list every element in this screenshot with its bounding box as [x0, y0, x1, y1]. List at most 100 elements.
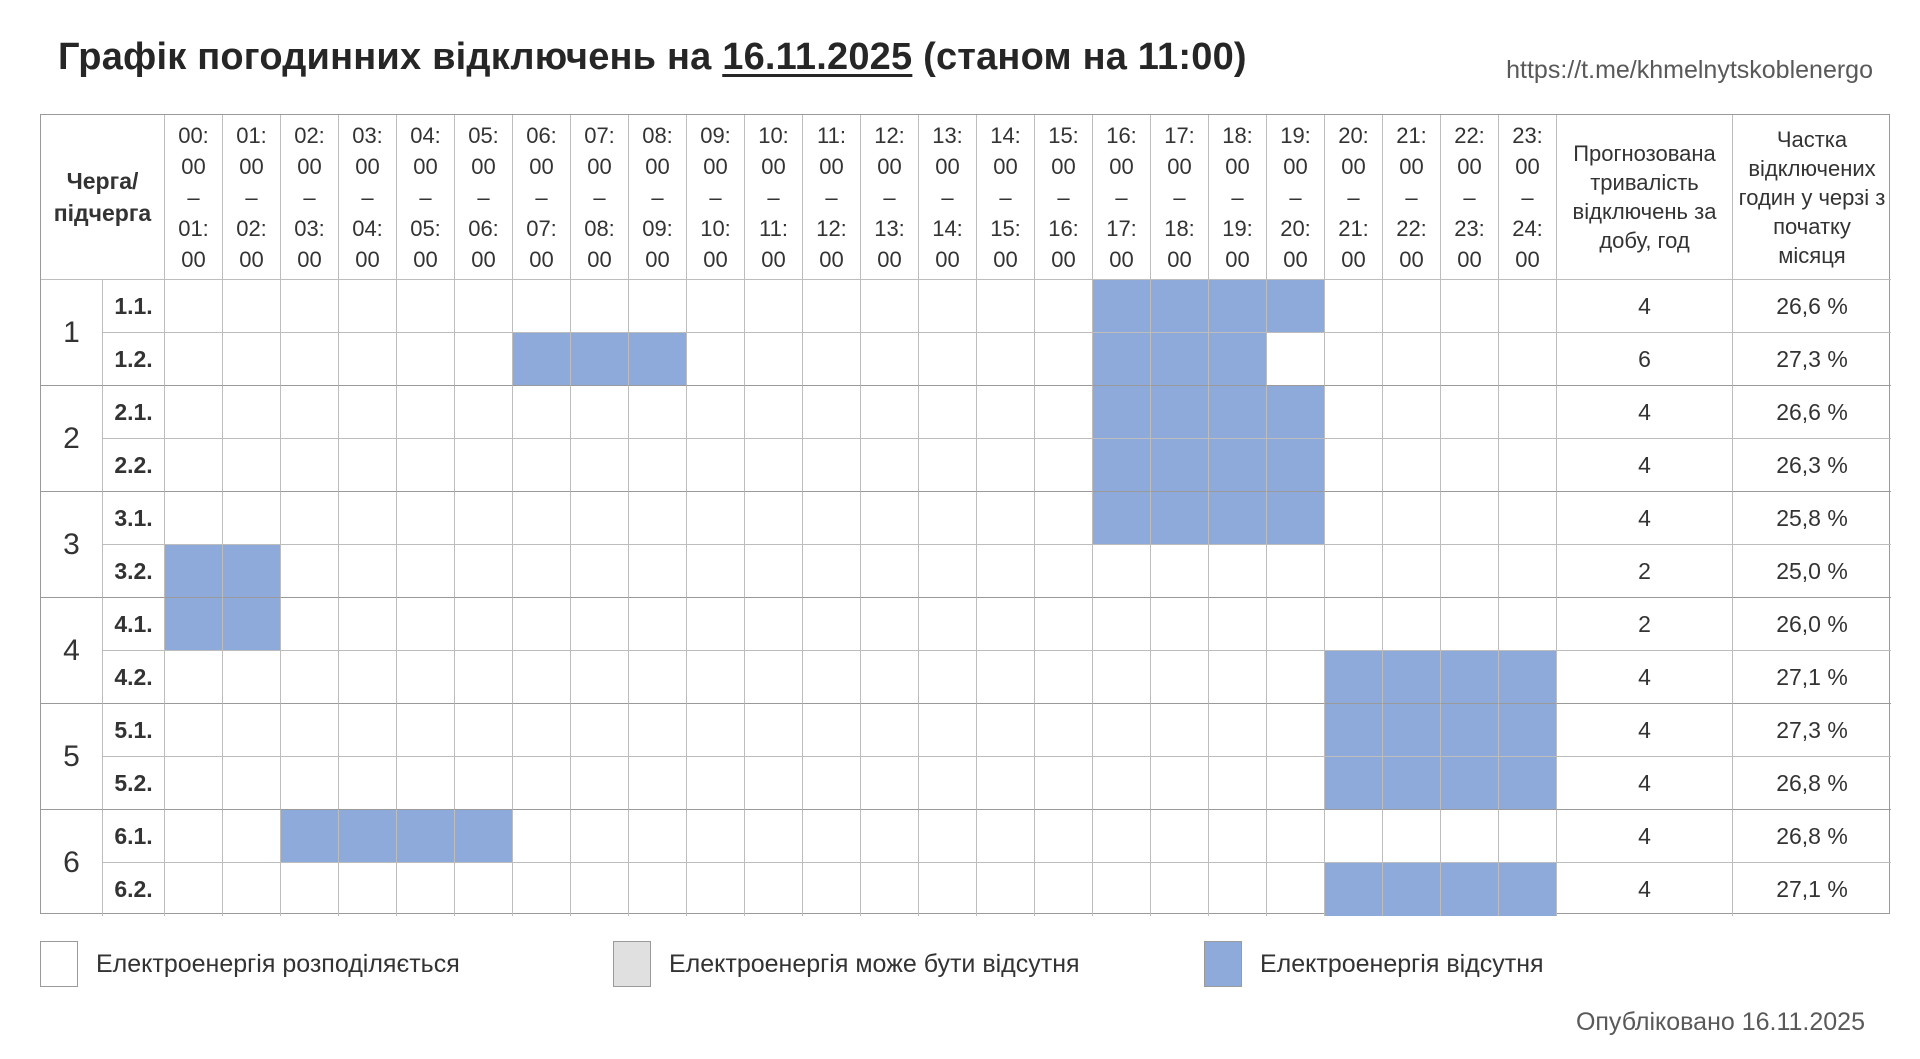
power-cell	[745, 598, 803, 651]
hour-dash: –	[1289, 184, 1302, 210]
power-cell	[803, 439, 861, 492]
power-cell	[629, 492, 687, 545]
power-cell	[339, 863, 397, 916]
outage-cell	[1325, 757, 1383, 810]
power-cell	[1499, 333, 1557, 386]
hour-part: 00	[1457, 246, 1482, 272]
legend-item-maybe: Електроенергія може бути відсутня	[613, 940, 1080, 988]
legend-swatch-maybe	[613, 941, 651, 987]
power-cell	[977, 439, 1035, 492]
power-cell	[803, 333, 861, 386]
power-cell	[803, 598, 861, 651]
hour-part: 00	[239, 246, 264, 272]
outage-cell	[165, 598, 223, 651]
power-cell	[1499, 386, 1557, 439]
power-cell	[339, 333, 397, 386]
title-date: 16.11.2025	[722, 36, 913, 78]
power-cell	[571, 651, 629, 704]
hour-header: 22: 00 – 23: 00	[1441, 115, 1499, 280]
outage-cell	[1325, 704, 1383, 757]
power-cell	[1499, 545, 1557, 598]
power-cell	[861, 492, 919, 545]
outage-cell	[1093, 280, 1151, 333]
outage-cell	[571, 333, 629, 386]
power-cell	[223, 492, 281, 545]
duration-text: 4	[1638, 876, 1651, 902]
share-value: 26,8 %	[1733, 757, 1891, 810]
power-cell	[1209, 651, 1267, 704]
duration-value: 4	[1557, 810, 1733, 863]
hour-part: 00	[355, 246, 380, 272]
outage-cell	[1499, 757, 1557, 810]
power-cell	[919, 704, 977, 757]
power-cell	[455, 386, 513, 439]
power-cell	[339, 386, 397, 439]
power-cell	[397, 333, 455, 386]
outage-cell	[455, 810, 513, 863]
hour-part: 00	[1167, 153, 1192, 179]
power-cell	[1209, 598, 1267, 651]
duration-text: 4	[1638, 451, 1651, 478]
power-cell	[339, 492, 397, 545]
share-text: 26,8 %	[1776, 769, 1848, 796]
power-cell	[223, 333, 281, 386]
power-cell	[977, 492, 1035, 545]
hour-part: 13:	[932, 122, 963, 148]
page-title: Графік погодинних відключень на 16.11.20…	[58, 36, 1247, 79]
share-value: 25,0 %	[1733, 545, 1891, 598]
power-cell	[861, 386, 919, 439]
power-cell	[1035, 863, 1093, 916]
outage-cell	[1267, 439, 1325, 492]
hour-part: 07:	[584, 122, 615, 148]
hour-part: 09:	[700, 122, 731, 148]
power-cell	[1093, 598, 1151, 651]
power-cell	[1035, 545, 1093, 598]
outage-cell	[1093, 333, 1151, 386]
hour-part: 00	[877, 246, 902, 272]
hour-part: 00	[297, 153, 322, 179]
hour-part: 00	[935, 246, 960, 272]
power-cell	[861, 863, 919, 916]
outage-cell	[1093, 492, 1151, 545]
hour-part: 20:	[1280, 215, 1311, 241]
power-cell	[1383, 280, 1441, 333]
power-cell	[513, 280, 571, 333]
hour-part: 00	[645, 153, 670, 179]
power-cell	[223, 757, 281, 810]
outage-cell	[1325, 863, 1383, 916]
subqueue-text: 6.2.	[114, 876, 153, 902]
subqueue-label: 6.2.	[103, 863, 165, 916]
hour-header: 15: 00 – 16: 00	[1035, 115, 1093, 280]
power-cell	[1093, 810, 1151, 863]
power-cell	[281, 757, 339, 810]
power-cell	[1499, 439, 1557, 492]
hour-dash: –	[1405, 184, 1418, 210]
share-text: 26,8 %	[1776, 822, 1848, 849]
outage-cell	[1151, 492, 1209, 545]
power-cell	[397, 545, 455, 598]
outage-cell	[1441, 651, 1499, 704]
hour-part: 17:	[1164, 122, 1195, 148]
title-prefix: Графік погодинних відключень на	[58, 36, 723, 78]
hour-header: 18: 00 – 19: 00	[1209, 115, 1267, 280]
duration-text: 6	[1638, 345, 1651, 372]
power-cell	[513, 492, 571, 545]
hour-part: 00	[1515, 246, 1540, 272]
power-cell	[1035, 333, 1093, 386]
hour-part: 07:	[526, 215, 557, 241]
power-cell	[455, 545, 513, 598]
power-cell	[513, 439, 571, 492]
power-cell	[1441, 386, 1499, 439]
power-cell	[977, 545, 1035, 598]
outage-cell	[1209, 492, 1267, 545]
power-cell	[1151, 704, 1209, 757]
hour-header: 19: 00 – 20: 00	[1267, 115, 1325, 280]
outage-cell	[1441, 757, 1499, 810]
duration-value: 6	[1557, 333, 1733, 386]
power-cell	[339, 757, 397, 810]
hour-dash: –	[1463, 184, 1476, 210]
power-cell	[1151, 863, 1209, 916]
hour-part: 16:	[1106, 122, 1137, 148]
power-cell	[1325, 280, 1383, 333]
channel-link[interactable]: https://t.me/khmelnytskoblenergo	[1506, 56, 1873, 84]
